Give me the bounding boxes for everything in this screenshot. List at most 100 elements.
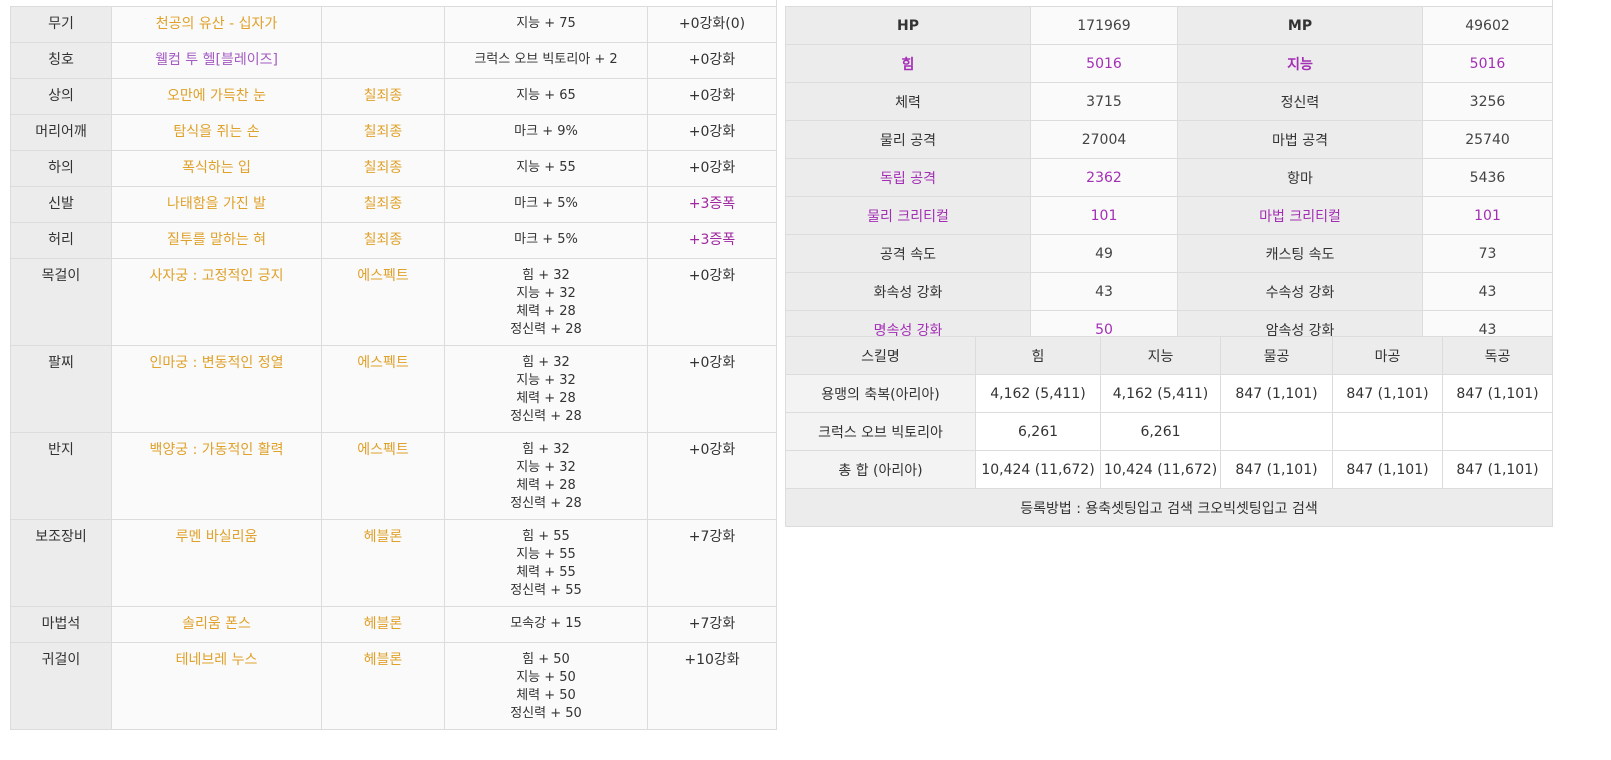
stat-value: 5016 bbox=[1030, 44, 1178, 83]
equipment-row: 반지 백양궁 : 가동적인 활력 에스펙트 힘 + 32 지능 + 32 체력 + 28 정… bbox=[10, 432, 777, 520]
skill-header-cell: 물공 bbox=[1220, 336, 1333, 375]
equip-option-line: 지능 + 50 bbox=[516, 670, 576, 685]
equip-option-line: 체력 + 28 bbox=[516, 391, 576, 406]
skill-value: 847 (1,101) bbox=[1332, 374, 1443, 413]
top-divider-right bbox=[785, 0, 1553, 6]
stat-value: 101 bbox=[1030, 196, 1178, 235]
equipment-row: 목걸이 사자궁 : 고정적인 긍지 에스펙트 힘 + 32 지능 + 32 체력 + 28… bbox=[10, 258, 777, 346]
equip-option-line: 정신력 + 28 bbox=[510, 409, 582, 424]
equipment-row: 칭호 웰컴 투 헬[블레이즈] 크럭스 오브 빅토리아 + 2 +0강화 bbox=[10, 42, 777, 79]
stat-row: 화속성 강화 43 수속성 강화 43 bbox=[785, 272, 1553, 311]
equip-slot-label: 마법석 bbox=[10, 606, 112, 643]
equipment-row: 신발 나태함을 가진 발 칠죄종 마크 + 5% +3증폭 bbox=[10, 186, 777, 223]
equip-options: 지능 + 65 bbox=[444, 78, 648, 115]
equip-options: 마크 + 5% bbox=[444, 222, 648, 259]
stat-value: 3256 bbox=[1422, 82, 1553, 121]
skill-value: 6,261 bbox=[1100, 412, 1221, 451]
stat-label: 정신력 bbox=[1177, 82, 1423, 121]
skill-header-cell: 스킬명 bbox=[785, 336, 976, 375]
equip-item-name: 웰컴 투 헬[블레이즈] bbox=[111, 42, 322, 79]
equip-option-line: 힘 + 32 bbox=[522, 355, 570, 370]
stat-row: 체력 3715 정신력 3256 bbox=[785, 82, 1553, 121]
equip-set-name: 칠죄종 bbox=[321, 150, 445, 187]
equip-item-name: 질투를 말하는 혀 bbox=[111, 222, 322, 259]
stats-table: HP 171969 MP 49602 힘 5016 지능 5016 체력 3715 정신력 3256 물… bbox=[785, 6, 1553, 349]
stat-label: 물리 크리티컬 bbox=[785, 196, 1031, 235]
skill-value bbox=[1220, 412, 1333, 451]
equip-slot-label: 허리 bbox=[10, 222, 112, 259]
stat-value: 171969 bbox=[1030, 6, 1178, 45]
stat-label: 독립 공격 bbox=[785, 158, 1031, 197]
equip-option-line: 마크 + 5% bbox=[514, 196, 578, 211]
equip-upgrade: +7강화 bbox=[647, 519, 777, 607]
equip-option-line: 정신력 + 50 bbox=[510, 706, 582, 721]
equip-item-name: 탐식을 쥐는 손 bbox=[111, 114, 322, 151]
equip-item-name: 천공의 유산 - 십자가 bbox=[111, 6, 322, 43]
equip-options: 힘 + 32 지능 + 32 체력 + 28 정신력 + 28 bbox=[444, 258, 648, 346]
equip-set-name: 에스펙트 bbox=[321, 345, 445, 433]
equipment-row: 보조장비 루멘 바실리움 헤블론 힘 + 55 지능 + 55 체력 + 55 정신력 + … bbox=[10, 519, 777, 607]
equip-option-line: 지능 + 32 bbox=[516, 286, 576, 301]
equip-set-name: 헤블론 bbox=[321, 606, 445, 643]
registration-method-text: 등록방법 : 용축셋팅입고 검색 크오빅셋팅입고 검색 bbox=[785, 488, 1553, 527]
equip-option-line: 지능 + 32 bbox=[516, 373, 576, 388]
stat-value: 5436 bbox=[1422, 158, 1553, 197]
equip-option-line: 체력 + 50 bbox=[516, 688, 576, 703]
skill-buff-table: 스킬명 힘 지능 물공 마공 독공 용맹의 축복(아리아) 4,162 (5,411) 4,16… bbox=[785, 336, 1553, 527]
equip-option-line: 정신력 + 28 bbox=[510, 496, 582, 511]
equipment-row: 귀걸이 테네브레 누스 헤블론 힘 + 50 지능 + 50 체력 + 50 정신력 + 5… bbox=[10, 642, 777, 730]
stat-label: 캐스팅 속도 bbox=[1177, 234, 1423, 273]
equip-options: 지능 + 55 bbox=[444, 150, 648, 187]
skill-header-row: 스킬명 힘 지능 물공 마공 독공 bbox=[785, 336, 1553, 375]
equip-item-name: 백양궁 : 가동적인 활력 bbox=[111, 432, 322, 520]
equip-option-line: 정신력 + 55 bbox=[510, 583, 582, 598]
stat-value: 43 bbox=[1422, 272, 1553, 311]
stat-label: 공격 속도 bbox=[785, 234, 1031, 273]
equip-upgrade: +0강화 bbox=[647, 258, 777, 346]
skill-name: 용맹의 축복(아리아) bbox=[785, 374, 976, 413]
stat-value: 3715 bbox=[1030, 82, 1178, 121]
equip-option-line: 지능 + 65 bbox=[516, 88, 576, 103]
equip-options: 지능 + 75 bbox=[444, 6, 648, 43]
equip-options: 마크 + 5% bbox=[444, 186, 648, 223]
equip-option-line: 체력 + 28 bbox=[516, 478, 576, 493]
equip-slot-label: 무기 bbox=[10, 6, 112, 43]
skill-name: 총 합 (아리아) bbox=[785, 450, 976, 489]
equip-upgrade: +3증폭 bbox=[647, 222, 777, 259]
skill-name: 크럭스 오브 빅토리아 bbox=[785, 412, 976, 451]
equip-option-line: 크럭스 오브 빅토리아 + 2 bbox=[474, 52, 618, 67]
equip-set-name bbox=[321, 6, 445, 43]
equip-option-line: 체력 + 55 bbox=[516, 565, 576, 580]
stat-label: 체력 bbox=[785, 82, 1031, 121]
skill-value: 10,424 (11,672) bbox=[1100, 450, 1221, 489]
stat-row: 공격 속도 49 캐스팅 속도 73 bbox=[785, 234, 1553, 273]
equip-option-line: 지능 + 55 bbox=[516, 547, 576, 562]
equip-set-name: 에스펙트 bbox=[321, 258, 445, 346]
stat-value: 49 bbox=[1030, 234, 1178, 273]
equip-option-line: 마크 + 5% bbox=[514, 232, 578, 247]
equip-upgrade: +3증폭 bbox=[647, 186, 777, 223]
equip-item-name: 인마궁 : 변동적인 정열 bbox=[111, 345, 322, 433]
equipment-row: 상의 오만에 가득찬 눈 칠죄종 지능 + 65 +0강화 bbox=[10, 78, 777, 115]
stat-value: 43 bbox=[1030, 272, 1178, 311]
skill-value: 4,162 (5,411) bbox=[1100, 374, 1221, 413]
equip-options: 힘 + 32 지능 + 32 체력 + 28 정신력 + 28 bbox=[444, 432, 648, 520]
skill-value: 847 (1,101) bbox=[1220, 450, 1333, 489]
equip-option-line: 지능 + 32 bbox=[516, 460, 576, 475]
equipment-table: 무기 천공의 유산 - 십자가 지능 + 75 +0강화(0) 칭호 웰컴 투 헬[블레이… bbox=[10, 6, 777, 730]
stat-label: 마법 크리티컬 bbox=[1177, 196, 1423, 235]
equip-upgrade: +0강화 bbox=[647, 345, 777, 433]
stat-label: 화속성 강화 bbox=[785, 272, 1031, 311]
equip-option-line: 힘 + 32 bbox=[522, 442, 570, 457]
equip-slot-label: 보조장비 bbox=[10, 519, 112, 607]
equip-option-line: 마크 + 9% bbox=[514, 124, 578, 139]
skill-row: 크럭스 오브 빅토리아 6,261 6,261 bbox=[785, 412, 1553, 451]
equipment-row: 허리 질투를 말하는 혀 칠죄종 마크 + 5% +3증폭 bbox=[10, 222, 777, 259]
equipment-row: 팔찌 인마궁 : 변동적인 정열 에스펙트 힘 + 32 지능 + 32 체력 + 28 정… bbox=[10, 345, 777, 433]
skill-header-cell: 독공 bbox=[1442, 336, 1553, 375]
stat-value: 5016 bbox=[1422, 44, 1553, 83]
equip-upgrade: +10강화 bbox=[647, 642, 777, 730]
stat-value: 49602 bbox=[1422, 6, 1553, 45]
equip-options: 크럭스 오브 빅토리아 + 2 bbox=[444, 42, 648, 79]
equip-slot-label: 하의 bbox=[10, 150, 112, 187]
